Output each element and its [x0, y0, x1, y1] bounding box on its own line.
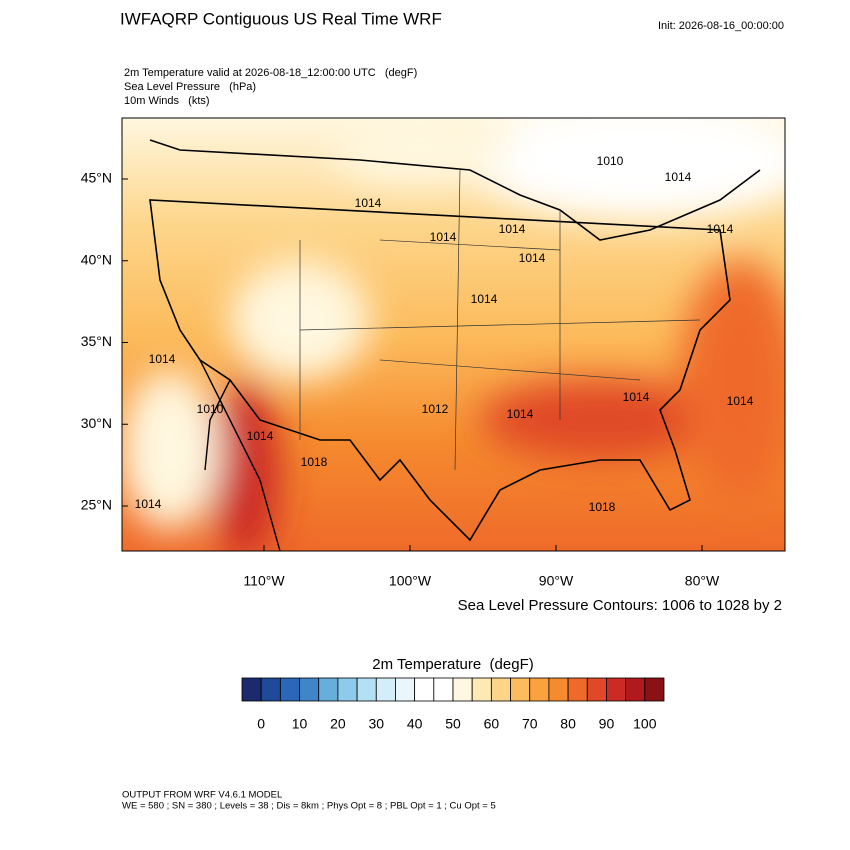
contour-label: 1014 — [507, 407, 534, 421]
contour-label: 1010 — [597, 154, 624, 168]
colorbar-label: 80 — [560, 716, 576, 732]
contour-label: 1014 — [665, 170, 692, 184]
colorbar-label: 90 — [599, 716, 615, 732]
colorbar-box — [356, 677, 377, 702]
colorbar-box — [241, 677, 262, 702]
contour-label: 1014 — [707, 222, 734, 236]
subtitle: 2m Temperature valid at 2026-08-18_12:00… — [124, 67, 417, 79]
colorbar-box — [510, 677, 531, 702]
contour-label: 1014 — [727, 394, 754, 408]
lon-label: 100°W — [389, 573, 432, 589]
colorbar-box — [414, 677, 435, 702]
contour-label: 1014 — [519, 251, 546, 265]
subtitle: Sea Level Pressure (hPa) — [124, 81, 256, 93]
footer: OUTPUT FROM WRF V4.6.1 MODEL — [122, 790, 282, 801]
colorbar-box — [548, 677, 569, 702]
contour-label: 1012 — [422, 402, 449, 416]
colorbar-box — [625, 677, 646, 702]
colorbar-label: 70 — [522, 716, 538, 732]
map-field — [122, 118, 785, 551]
lat-label: 25°N — [81, 497, 112, 513]
lon-label: 80°W — [685, 573, 720, 589]
subtitle: 10m Winds (kts) — [124, 95, 210, 107]
contour-label: 1014 — [355, 196, 382, 210]
contour-note: Sea Level Pressure Contours: 1006 to 102… — [458, 597, 782, 614]
colorbar-box — [260, 677, 281, 702]
lat-label: 30°N — [81, 415, 112, 431]
colorbar-box — [529, 677, 550, 702]
contour-label: 1014 — [430, 230, 457, 244]
contour-label: 1014 — [623, 390, 650, 404]
init-time: Init: 2026-08-16_00:00:00 — [658, 20, 784, 32]
colorbar-box — [279, 677, 300, 702]
lat-label: 40°N — [81, 251, 112, 267]
contour-label: 1014 — [149, 352, 176, 366]
footer: WE = 580 ; SN = 380 ; Levels = 38 ; Dis … — [122, 801, 496, 812]
colorbar-label: 60 — [484, 716, 500, 732]
colorbar-box — [299, 677, 320, 702]
colorbar-box — [567, 677, 588, 702]
colorbar-label: 30 — [368, 716, 384, 732]
contour-label: 1018 — [301, 455, 328, 469]
colorbar-box — [490, 677, 511, 702]
colorbar-label: 0 — [257, 716, 265, 732]
colorbar-label: 20 — [330, 716, 346, 732]
contour-label: 1018 — [589, 500, 616, 514]
title: IWFAQRP Contiguous US Real Time WRF — [120, 9, 442, 28]
contour-label: 1014 — [471, 292, 498, 306]
colorbar-label: 10 — [292, 716, 308, 732]
colorbar-label: 40 — [407, 716, 423, 732]
contour-label: 1014 — [135, 497, 162, 511]
colorbar-box — [433, 677, 454, 702]
map-frame — [121, 117, 786, 552]
colorbar-box — [375, 677, 396, 702]
contour-label: 1014 — [247, 429, 274, 443]
colorbar-box — [395, 677, 416, 702]
contour-label: 1010 — [197, 402, 224, 416]
colorbar-box — [337, 677, 358, 702]
colorbar-box — [644, 677, 665, 702]
lat-label: 35°N — [81, 333, 112, 349]
colorbar-title: 2m Temperature (degF) — [372, 656, 533, 673]
colorbar-label: 50 — [445, 716, 461, 732]
colorbar-label: 100 — [633, 716, 657, 732]
colorbar-box — [318, 677, 339, 702]
colorbar-box — [606, 677, 627, 702]
lon-label: 90°W — [539, 573, 574, 589]
colorbar-box — [586, 677, 607, 702]
lon-label: 110°W — [243, 573, 285, 589]
lat-label: 45°N — [81, 170, 112, 186]
colorbar-box — [452, 677, 473, 702]
colorbar-box — [471, 677, 492, 702]
contour-label: 1014 — [499, 222, 526, 236]
